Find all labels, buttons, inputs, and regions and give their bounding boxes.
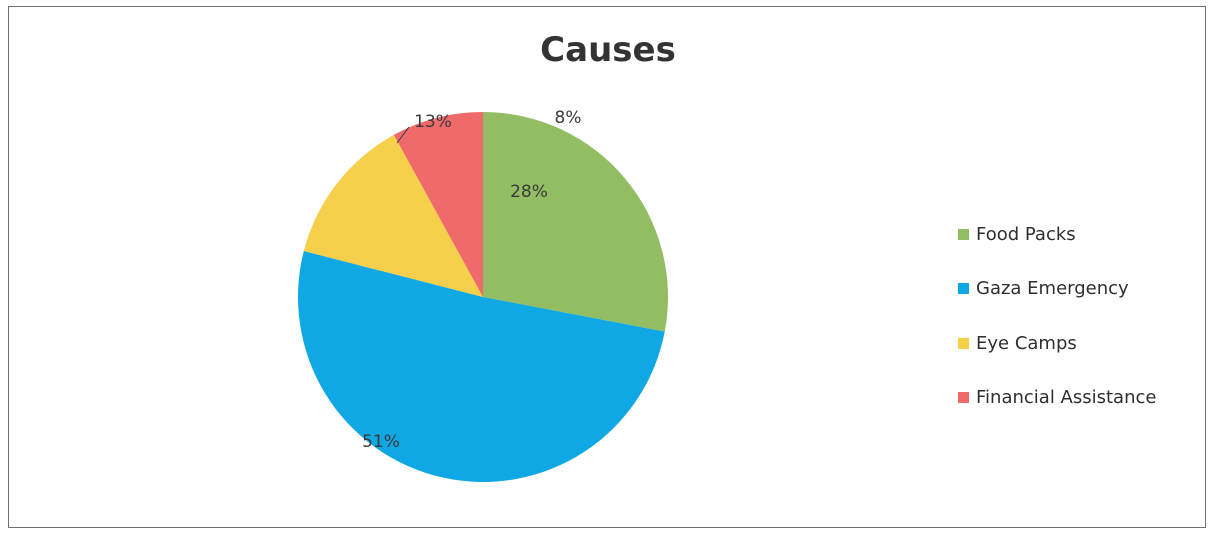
data-label-gaza-emergency: 51% xyxy=(362,432,400,452)
legend: Food Packs Gaza Emergency Eye Camps Fina… xyxy=(958,207,1156,425)
pie-slice-food-packs xyxy=(483,112,668,332)
data-label-eye-camps: 13% xyxy=(414,112,452,132)
legend-item-eye-camps: Eye Camps xyxy=(958,316,1156,371)
legend-label-eye-camps: Eye Camps xyxy=(976,332,1077,354)
pie-slice-financial-assistance xyxy=(393,112,483,297)
pie-slice-gaza-emergency xyxy=(298,250,665,482)
legend-item-gaza-emergency: Gaza Emergency xyxy=(958,262,1156,317)
legend-item-financial-assistance: Financial Assistance xyxy=(958,371,1156,426)
chart-title: Causes xyxy=(540,30,676,70)
legend-swatch-eye-camps xyxy=(958,337,969,349)
legend-swatch-gaza-emergency xyxy=(958,283,969,295)
leader-line-eye-camps xyxy=(396,126,410,144)
pie-slice-eye-camps xyxy=(303,134,483,297)
data-label-food-packs: 28% xyxy=(510,182,548,202)
legend-swatch-food-packs xyxy=(958,228,969,240)
legend-label-food-packs: Food Packs xyxy=(976,223,1076,245)
legend-label-financial-assistance: Financial Assistance xyxy=(976,387,1157,409)
data-label-financial-assistance: 8% xyxy=(555,108,582,128)
legend-swatch-financial-assistance xyxy=(958,392,969,404)
legend-item-food-packs: Food Packs xyxy=(958,207,1156,262)
legend-label-gaza-emergency: Gaza Emergency xyxy=(976,278,1129,300)
